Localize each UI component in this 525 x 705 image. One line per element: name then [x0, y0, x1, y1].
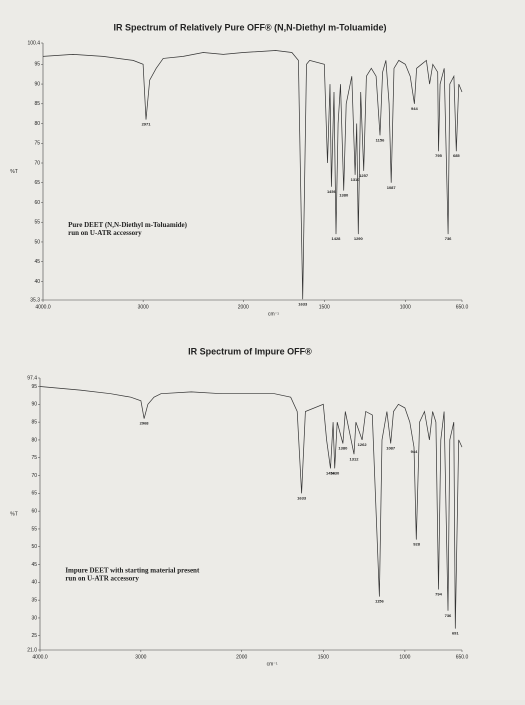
y-tick-label: 30 — [31, 615, 37, 621]
peak-label: 1087 — [387, 185, 397, 190]
y-axis-label: %T — [10, 511, 18, 517]
x-tick-label: 3000 — [138, 304, 149, 310]
x-tick-label: 4000.0 — [32, 654, 48, 660]
x-tick-label: 1000 — [400, 304, 411, 310]
chart-title: IR Spectrum of Relatively Pure OFF® (N,N… — [113, 22, 386, 32]
peak-label: 736 — [445, 613, 452, 618]
annotation: run on U-ATR accessory — [68, 229, 142, 237]
y-tick-label: 60 — [34, 200, 40, 206]
x-axis-label: cm⁻¹ — [268, 311, 279, 317]
annotation: run on U-ATR accessory — [65, 575, 139, 583]
x-tick-label: 1500 — [319, 304, 330, 310]
x-tick-label: 2000 — [236, 654, 247, 660]
peak-label: 1312 — [350, 456, 360, 461]
x-tick-label: 3000 — [135, 654, 146, 660]
y-tick-label: 35.3 — [30, 297, 40, 303]
x-axis-label: cm⁻¹ — [267, 661, 278, 667]
y-tick-label: 85 — [34, 101, 40, 107]
peak-label: 944 — [411, 449, 418, 454]
y-tick-label: 55 — [31, 526, 37, 532]
peak-label: 1156 — [375, 599, 384, 604]
x-tick-label: 4000.0 — [35, 304, 51, 310]
y-tick-label: 21.0 — [27, 647, 37, 653]
y-tick-label: 80 — [31, 437, 37, 443]
y-tick-label: 25 — [31, 633, 37, 639]
y-tick-label: 45 — [34, 259, 40, 265]
peak-label: 1633 — [297, 495, 307, 500]
peak-label: 794 — [435, 592, 442, 597]
peak-label: 736 — [445, 236, 452, 241]
peak-label: 1456 — [327, 189, 337, 194]
peak-label: 944 — [411, 106, 418, 111]
y-tick-label: 70 — [31, 473, 37, 479]
y-tick-label: 75 — [34, 141, 40, 147]
peak-label: 691 — [452, 631, 459, 636]
y-tick-label: 100.4 — [27, 40, 40, 46]
peak-label: 1456 — [326, 470, 336, 475]
peak-label: 1262 — [358, 442, 368, 447]
x-tick-label: 1500 — [318, 654, 329, 660]
y-tick-label: 75 — [31, 455, 37, 461]
y-tick-label: 50 — [31, 544, 37, 550]
y-tick-label: 85 — [31, 419, 37, 425]
y-tick-label: 40 — [34, 279, 40, 285]
y-tick-label: 45 — [31, 562, 37, 568]
y-tick-label: 95 — [31, 384, 37, 390]
x-tick-label: 1000 — [399, 654, 410, 660]
y-tick-label: 40 — [31, 580, 37, 586]
peak-label: 685 — [453, 153, 460, 158]
x-tick-label: 650.0 — [456, 654, 469, 660]
x-tick-label: 650.0 — [456, 304, 469, 310]
peak-label: 1310 — [351, 177, 361, 182]
peak-label: 2968 — [140, 421, 150, 426]
y-tick-label: 90 — [34, 81, 40, 87]
peak-label: 1633 — [298, 301, 308, 306]
peak-label: 1380 — [339, 193, 349, 198]
peak-label: 1257 — [359, 173, 369, 178]
x-tick-label: 2000 — [238, 304, 249, 310]
y-tick-label: 80 — [34, 121, 40, 127]
y-tick-label: 65 — [34, 180, 40, 186]
y-tick-label: 65 — [31, 491, 37, 497]
y-tick-label: 90 — [31, 402, 37, 408]
peak-label: 1290 — [354, 236, 364, 241]
y-tick-label: 95 — [34, 62, 40, 68]
y-tick-label: 97.4 — [27, 375, 37, 381]
annotation: Pure DEET (N,N-Diethyl m-Toluamide) — [68, 221, 188, 229]
peak-label: 1380 — [338, 446, 348, 451]
y-tick-label: 50 — [34, 239, 40, 245]
spectrum-line — [39, 386, 463, 629]
y-axis-label: %T — [10, 169, 18, 175]
y-tick-label: 70 — [34, 160, 40, 166]
annotation: Impure DEET with starting material prese… — [65, 567, 200, 575]
y-tick-label: 35 — [31, 597, 37, 603]
peak-label: 1156 — [376, 137, 385, 142]
y-tick-label: 60 — [31, 508, 37, 514]
peak-label: 795 — [435, 153, 442, 158]
peak-label: 1428 — [332, 236, 342, 241]
spectrum-line — [42, 50, 463, 300]
peak-label: 1430 — [330, 470, 340, 475]
peak-label: 2971 — [142, 122, 152, 127]
peak-label: 928 — [413, 542, 420, 547]
peak-label: 1087 — [386, 446, 396, 451]
chart-title: IR Spectrum of Impure OFF® — [188, 346, 312, 356]
y-tick-label: 55 — [34, 220, 40, 226]
